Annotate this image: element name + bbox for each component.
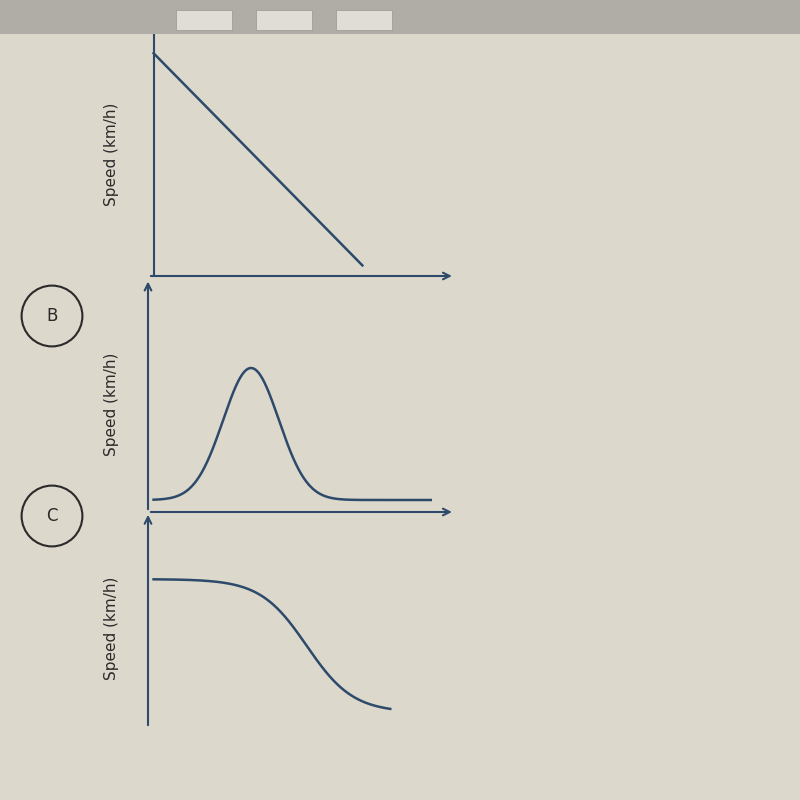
Text: Speed (km/h): Speed (km/h) (103, 102, 118, 206)
Text: C: C (46, 507, 58, 525)
Text: B: B (46, 307, 58, 325)
Text: Speed (km/h): Speed (km/h) (103, 576, 118, 680)
Text: Distance (m): Distance (m) (232, 300, 330, 315)
Text: Distance (m): Distance (m) (232, 540, 330, 555)
Text: Speed (km/h): Speed (km/h) (103, 352, 118, 456)
